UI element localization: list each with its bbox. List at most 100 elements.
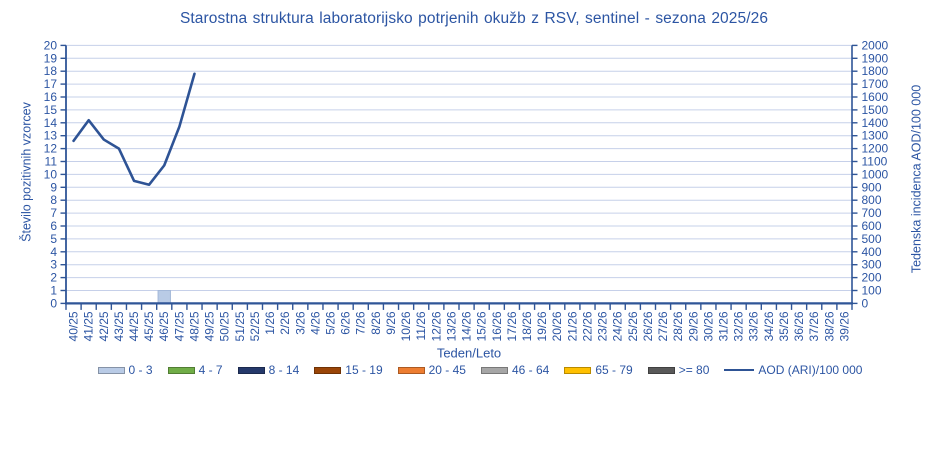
- x-axis-tick-label: 48/25: [187, 311, 201, 341]
- x-axis-tick-label: 42/25: [97, 311, 111, 341]
- left-axis-tick-label: 9: [50, 180, 57, 194]
- legend-line-swatch: [724, 368, 755, 372]
- left-axis-tick-label: 20: [44, 38, 58, 52]
- right-axis-tick-label: 800: [862, 193, 882, 207]
- x-axis-tick-label: 45/25: [142, 311, 156, 341]
- left-axis-tick-label: 13: [44, 129, 58, 143]
- legend-label: AOD (ARI)/100 000: [758, 363, 863, 377]
- x-axis-tick-label: 51/25: [233, 311, 247, 341]
- left-axis-tick-label: 3: [50, 258, 57, 272]
- right-axis-tick-label: 1300: [862, 129, 889, 143]
- x-axis-tick-label: 38/26: [822, 311, 836, 341]
- left-axis-tick-label: 15: [44, 103, 58, 117]
- x-axis-tick-label: 2/26: [278, 311, 292, 335]
- left-axis-tick-label: 4: [50, 245, 57, 259]
- x-axis-tick-label: 27/26: [656, 311, 670, 341]
- x-axis-tick-label: 49/25: [203, 311, 217, 341]
- left-axis-tick-label: 7: [50, 206, 57, 220]
- x-axis-tick-label: 32/26: [732, 311, 746, 341]
- x-axis-tick-label: 30/26: [701, 311, 715, 341]
- legend-label: 4 - 7: [198, 363, 223, 377]
- right-axis-tick-label: 1800: [862, 64, 889, 78]
- x-axis-tick-label: 29/26: [686, 311, 700, 341]
- right-axis-tick-label: 1400: [862, 116, 889, 130]
- chart-title: Starostna struktura laboratorijsko potrj…: [179, 10, 769, 27]
- right-axis-tick-label: 600: [862, 219, 882, 233]
- x-axis-tick-label: 31/26: [717, 311, 731, 341]
- legend-swatch: [397, 366, 425, 374]
- legend-label: 46 - 64: [511, 363, 550, 377]
- right-axis-tick-label: 1600: [862, 90, 889, 104]
- x-axis-tick-label: 23/26: [596, 311, 610, 341]
- left-axis-tick-label: 5: [50, 232, 57, 246]
- right-axis-tick-label: 2000: [862, 38, 889, 52]
- legend-swatch: [564, 366, 592, 374]
- x-axis-tick-label: 37/26: [807, 311, 821, 341]
- left-axis-tick-label: 16: [44, 90, 58, 104]
- x-axis-tick-label: 21/26: [565, 311, 579, 341]
- x-axis-tick-label: 6/26: [339, 311, 353, 335]
- left-axis-tick-label: 10: [44, 167, 58, 181]
- x-axis-title: Teden/Leto: [436, 345, 502, 361]
- x-axis-tick-label: 19/26: [535, 311, 549, 341]
- legend-swatch: [647, 366, 675, 374]
- x-axis-tick-label: 26/26: [641, 311, 655, 341]
- left-axis-tick-label: 17: [44, 77, 58, 91]
- right-axis-tick-label: 1100: [862, 155, 888, 169]
- left-axis-tick-label: 14: [44, 116, 58, 130]
- legend-label: 65 - 79: [595, 363, 633, 377]
- x-axis-tick-label: 22/26: [580, 311, 594, 341]
- x-axis-tick-label: 1/26: [263, 311, 277, 335]
- legend-label: 0 - 3: [128, 363, 153, 377]
- legend-item: 65 - 79: [564, 363, 633, 377]
- legend-label: 8 - 14: [268, 363, 300, 377]
- legend-label: 20 - 45: [428, 363, 466, 377]
- legend-swatch: [237, 366, 265, 374]
- x-axis-tick-label: 36/26: [792, 311, 806, 341]
- x-axis-tick-label: 15/26: [475, 311, 489, 341]
- right-axis-tick-label: 1500: [862, 103, 889, 117]
- bar: [157, 290, 171, 304]
- legend-item: 4 - 7: [167, 363, 223, 377]
- left-axis-tick-label: 18: [44, 64, 58, 78]
- x-axis-tick-label: 52/25: [248, 311, 262, 341]
- right-axis-tick-label: 200: [862, 271, 882, 285]
- x-axis-tick-label: 12/26: [429, 311, 443, 341]
- x-axis-tick-label: 40/25: [67, 311, 81, 341]
- x-axis-tick-label: 34/26: [762, 311, 776, 341]
- left-axis-tick-label: 11: [45, 155, 58, 169]
- right-axis-tick-label: 1200: [862, 142, 889, 156]
- x-axis-tick-label: 33/26: [747, 311, 761, 341]
- right-axis-tick-label: 1900: [862, 51, 889, 65]
- x-axis-tick-label: 18/26: [520, 311, 534, 341]
- x-axis-tick-label: 10/26: [399, 311, 413, 341]
- x-axis-tick-label: 3/26: [293, 311, 307, 335]
- right-axis-tick-label: 300: [862, 258, 882, 272]
- legend-item: 0 - 3: [97, 363, 153, 377]
- right-axis-tick-label: 1700: [862, 77, 889, 91]
- legend-item: 15 - 19: [314, 363, 383, 377]
- right-axis-tick-label: 500: [862, 232, 882, 246]
- x-axis-tick-label: 35/26: [777, 311, 791, 341]
- x-axis-tick-label: 44/25: [127, 311, 141, 341]
- x-axis-tick-label: 4/26: [308, 311, 322, 335]
- left-axis-tick-label: 6: [50, 219, 57, 233]
- left-axis-tick-label: 19: [44, 51, 58, 65]
- x-axis-tick-label: 47/25: [172, 311, 186, 341]
- right-axis-tick-label: 700: [862, 206, 882, 220]
- legend-item: AOD (ARI)/100 000: [724, 363, 862, 377]
- legend-swatch: [314, 366, 342, 374]
- x-axis-tick-label: 9/26: [384, 311, 398, 335]
- x-axis-tick-label: 28/26: [671, 311, 685, 341]
- x-axis-tick-label: 50/25: [218, 311, 232, 341]
- left-axis-tick-label: 2: [50, 271, 57, 285]
- left-axis-tick-label: 12: [44, 142, 58, 156]
- x-axis-tick-label: 24/26: [611, 311, 625, 341]
- right-axis-tick-label: 100: [862, 284, 882, 298]
- legend-swatch: [480, 366, 508, 374]
- x-axis-tick-label: 46/25: [157, 311, 171, 341]
- x-axis-tick-label: 16/26: [490, 311, 504, 341]
- left-axis-tick-label: 1: [50, 284, 57, 298]
